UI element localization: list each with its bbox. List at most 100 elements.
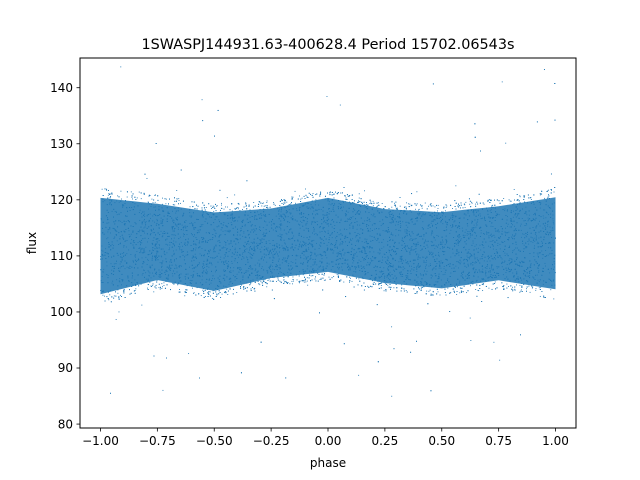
data-point [290, 261, 292, 263]
data-point [381, 247, 383, 249]
data-point [330, 248, 332, 250]
data-point [170, 259, 172, 261]
data-point [339, 253, 341, 255]
data-point [277, 265, 279, 267]
data-point [395, 224, 396, 226]
data-point [314, 204, 316, 206]
data-point [357, 239, 359, 241]
data-point [316, 264, 318, 266]
data-point [254, 249, 256, 250]
data-point [225, 286, 227, 288]
data-point [543, 209, 544, 211]
data-point [511, 259, 513, 261]
data-point [526, 224, 528, 226]
data-point [101, 249, 103, 251]
data-point [102, 271, 104, 273]
data-point [164, 273, 166, 275]
data-point [340, 220, 342, 222]
data-point [445, 207, 447, 208]
data-point [299, 243, 300, 245]
data-point [230, 270, 232, 272]
data-point [227, 217, 229, 219]
data-point [292, 219, 294, 221]
data-point [179, 236, 181, 238]
data-point [388, 251, 390, 253]
data-point [468, 252, 470, 254]
data-point [317, 213, 319, 215]
data-point [205, 295, 206, 297]
data-point [180, 242, 182, 244]
data-point [455, 265, 457, 267]
data-point [400, 275, 402, 277]
data-point [339, 242, 341, 244]
data-point [224, 280, 226, 281]
data-point [408, 233, 410, 235]
data-point [483, 279, 485, 281]
data-point [483, 260, 485, 262]
data-point [136, 259, 138, 261]
data-point [394, 241, 396, 243]
data-point [173, 243, 175, 245]
data-point [528, 219, 529, 221]
data-point [122, 237, 124, 239]
data-point [166, 252, 168, 254]
data-point [214, 251, 216, 253]
data-point [387, 256, 389, 258]
data-point [155, 206, 157, 208]
data-point [494, 216, 496, 218]
data-point [178, 200, 180, 201]
data-point [156, 246, 158, 248]
data-point [370, 228, 371, 230]
data-point [297, 255, 299, 257]
data-point [287, 271, 289, 273]
data-point [180, 202, 181, 204]
data-point [218, 245, 220, 247]
data-point [337, 258, 339, 260]
data-point [356, 228, 358, 230]
data-point [126, 253, 128, 255]
data-point [169, 212, 170, 214]
data-point [242, 275, 244, 277]
data-point [375, 207, 377, 209]
data-point [364, 190, 365, 192]
data-point [538, 287, 540, 289]
data-point [515, 243, 517, 245]
data-point [288, 263, 290, 265]
data-point [320, 238, 322, 240]
data-point [527, 241, 529, 242]
data-point [491, 206, 493, 208]
data-point [508, 247, 510, 248]
data-point [374, 228, 376, 230]
data-point [258, 259, 260, 261]
data-point [368, 225, 370, 227]
data-point [495, 249, 497, 251]
data-point [364, 241, 366, 243]
data-point [525, 275, 527, 277]
data-point [173, 230, 175, 232]
data-point [222, 230, 224, 232]
data-point [344, 221, 346, 222]
data-point [486, 231, 488, 233]
data-point [528, 240, 530, 242]
data-point [239, 269, 241, 271]
data-point [261, 257, 263, 259]
data-point [106, 261, 108, 263]
data-point [200, 224, 202, 226]
data-point [431, 275, 433, 277]
data-point [501, 266, 503, 268]
data-point [247, 241, 248, 242]
data-point [106, 238, 108, 240]
data-point [496, 252, 498, 254]
data-point [508, 199, 510, 201]
data-point [495, 255, 496, 257]
data-point [265, 221, 267, 223]
data-point [545, 265, 546, 267]
data-point [539, 194, 541, 196]
data-point [512, 286, 514, 288]
data-point [466, 255, 468, 257]
data-point [321, 258, 323, 260]
data-point [534, 233, 536, 235]
data-point [129, 268, 131, 269]
data-point [393, 251, 395, 253]
data-point [334, 225, 336, 226]
